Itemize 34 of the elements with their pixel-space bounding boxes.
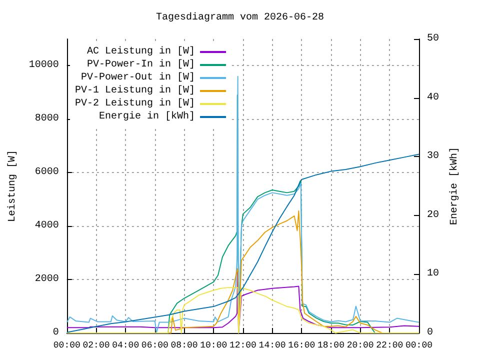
y-tick-label: 8000 [34, 114, 59, 125]
y-tick-label: 2000 [34, 274, 59, 286]
y2-tick-label: 40 [427, 92, 440, 104]
legend-label: PV-Power-Out in [W] [80, 72, 196, 84]
x-tick-label: 02:00 [82, 340, 110, 350]
y2-tick-label: 50 [427, 34, 440, 44]
legend-label: PV-1 Leistung in [W] [74, 84, 196, 96]
y-tick-label: 10000 [28, 60, 59, 72]
x-tick-label: 08:00 [170, 340, 198, 350]
x-tick-label: 18:00 [317, 340, 344, 350]
x-tick-label: 16:00 [288, 340, 316, 350]
y2-tick-label: 20 [427, 210, 440, 221]
x-tick-label: 04:00 [112, 340, 140, 350]
x-tick-label: 06:00 [141, 340, 168, 350]
legend-label: PV-2 Leistung in [W] [74, 98, 196, 110]
legend-label: PV-Power-In in [W] [86, 58, 196, 70]
x-tick-label: 22:00 [376, 340, 404, 350]
legend-label: AC Leistung in [W] [86, 46, 196, 58]
legend-label: Energie in [kWh] [99, 110, 196, 122]
x-tick-label: 12:00 [229, 340, 256, 350]
x-tick-label: 20:00 [346, 340, 374, 350]
y-tick-label: 4000 [34, 220, 59, 232]
y2-axis-title: Energie [kWh] [448, 146, 460, 226]
x-tick-label: 14:00 [258, 340, 286, 350]
chart-title: Tagesdiagramm vom 2026-06-28 [156, 12, 324, 24]
y-axis-title: Leistung [W] [6, 150, 18, 222]
y-tick-label: 6000 [34, 167, 59, 178]
x-tick-label: 10:00 [200, 340, 228, 350]
x-tick-label: 00:00 [405, 340, 433, 350]
y2-tick-label: 0 [427, 328, 434, 338]
y-tick-label: 0 [52, 328, 59, 338]
y2-tick-label: 30 [427, 151, 440, 162]
x-tick-label: 00:00 [53, 340, 80, 350]
y2-tick-label: 10 [427, 268, 440, 280]
